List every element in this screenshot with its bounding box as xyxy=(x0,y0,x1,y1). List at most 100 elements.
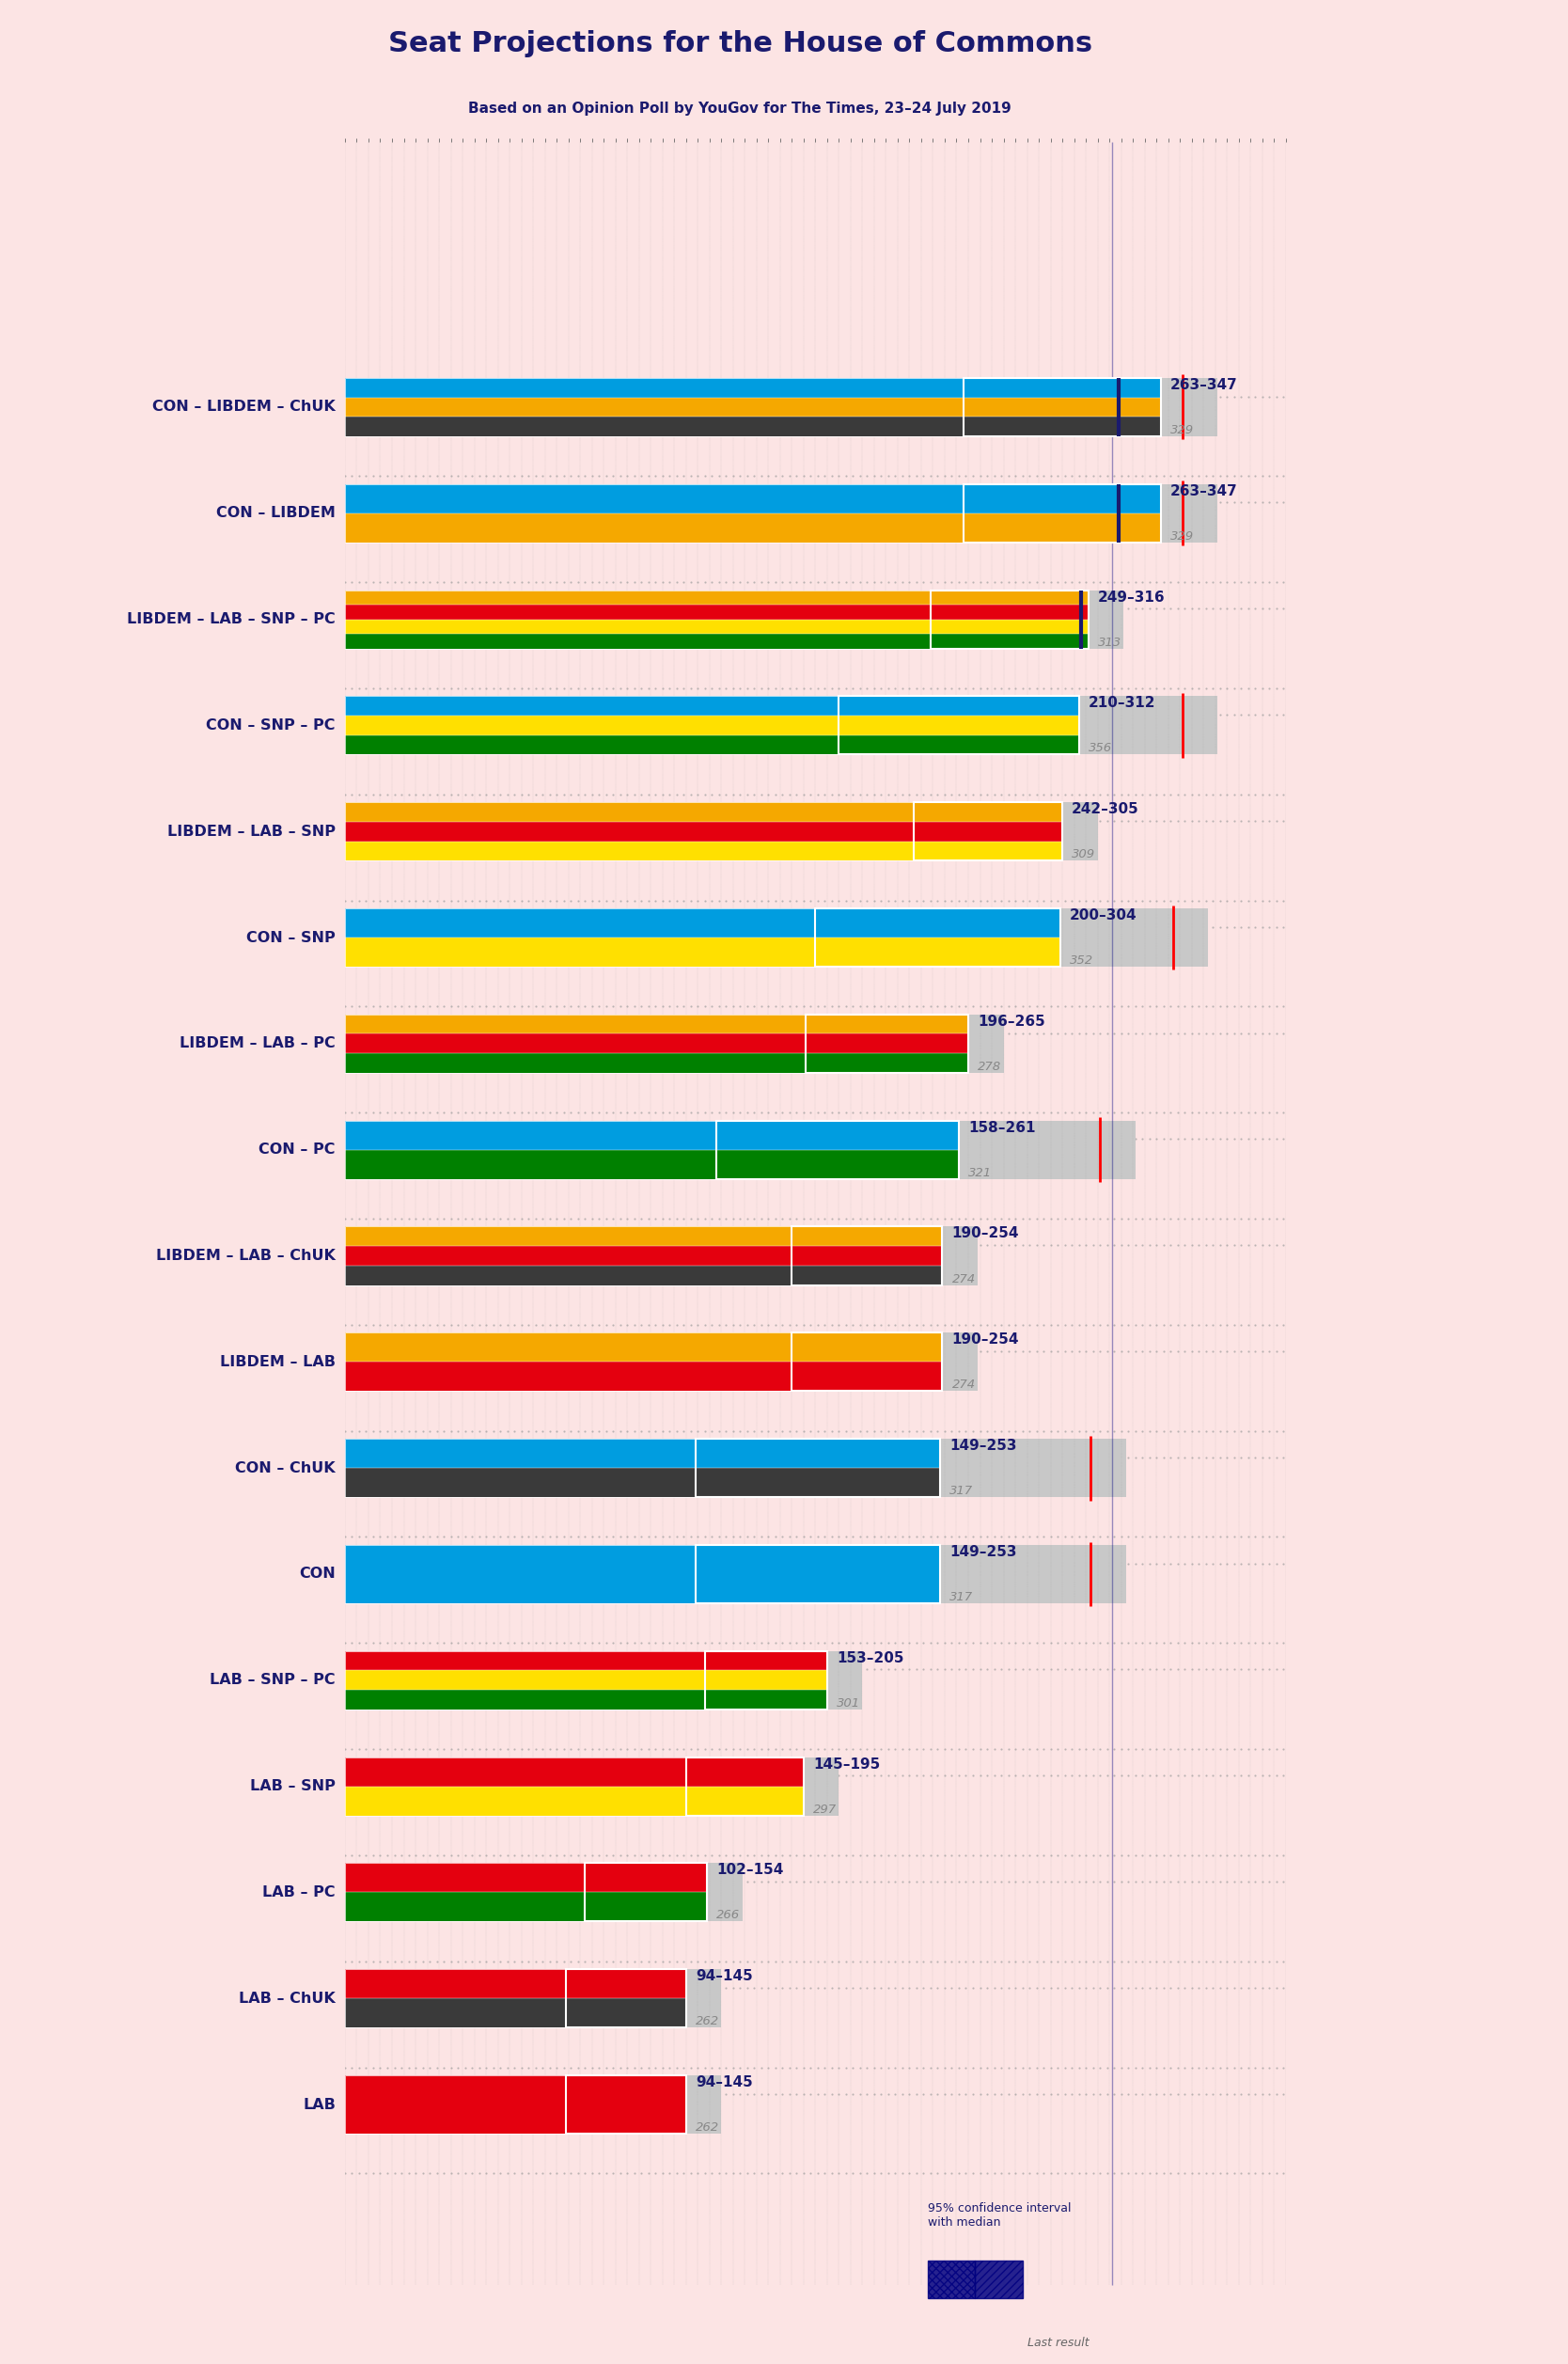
Bar xyxy=(704,1650,826,1709)
Bar xyxy=(792,1227,867,1246)
Bar xyxy=(345,485,963,513)
Bar xyxy=(887,1054,967,1073)
Bar xyxy=(626,1969,685,1998)
Bar xyxy=(815,939,938,967)
Text: LAB: LAB xyxy=(303,2097,336,2111)
Bar xyxy=(345,1440,939,1496)
Text: 153–205: 153–205 xyxy=(837,1650,903,1664)
Bar xyxy=(345,1891,585,1922)
Bar xyxy=(695,1546,817,1603)
Bar xyxy=(345,513,963,541)
Bar xyxy=(963,378,1062,397)
Bar xyxy=(345,1863,707,1922)
Text: CON – LIBDEM: CON – LIBDEM xyxy=(216,506,336,520)
Bar xyxy=(695,1440,817,1468)
Text: 149–253: 149–253 xyxy=(949,1440,1016,1454)
Bar xyxy=(867,1227,942,1246)
Bar xyxy=(345,1014,967,1073)
Bar xyxy=(914,823,988,842)
Bar xyxy=(867,1362,942,1390)
Bar xyxy=(345,619,930,634)
Bar xyxy=(345,485,1217,541)
Bar xyxy=(345,378,1217,437)
Bar xyxy=(704,1671,765,1690)
Bar xyxy=(345,1998,566,2028)
Bar xyxy=(566,1969,626,1998)
Bar xyxy=(839,695,1079,754)
Bar xyxy=(806,1014,967,1073)
Text: 190–254: 190–254 xyxy=(952,1333,1019,1347)
Bar xyxy=(345,1333,977,1390)
Bar xyxy=(817,1546,939,1603)
Bar xyxy=(345,1650,826,1709)
Bar xyxy=(345,1033,806,1054)
Text: 274: 274 xyxy=(952,1378,975,1390)
Bar xyxy=(345,695,1217,754)
Bar xyxy=(839,695,958,716)
Text: 210–312: 210–312 xyxy=(1088,695,1156,709)
Bar xyxy=(345,2076,685,2135)
Bar xyxy=(792,1246,867,1265)
Bar xyxy=(345,939,815,967)
Bar xyxy=(585,1863,646,1891)
Bar xyxy=(914,801,988,823)
Bar xyxy=(958,695,1079,716)
Text: 145–195: 145–195 xyxy=(812,1756,880,1771)
Bar xyxy=(1010,619,1088,634)
Bar xyxy=(345,634,930,648)
Bar xyxy=(765,1650,828,1671)
Bar xyxy=(1062,397,1160,416)
Text: LAB – SNP – PC: LAB – SNP – PC xyxy=(210,1674,336,1688)
Bar xyxy=(345,1787,685,1816)
Bar xyxy=(685,1756,745,1787)
Text: 352: 352 xyxy=(1069,955,1093,967)
Bar xyxy=(1062,416,1160,437)
Bar xyxy=(928,2260,975,2298)
Bar xyxy=(963,416,1062,437)
Text: 321: 321 xyxy=(967,1168,993,1180)
Bar xyxy=(345,801,1062,860)
Bar xyxy=(815,908,1060,967)
Text: 309: 309 xyxy=(1071,849,1096,860)
Text: 274: 274 xyxy=(952,1272,975,1286)
Bar xyxy=(792,1227,942,1286)
Bar xyxy=(930,591,1088,648)
Bar xyxy=(817,1468,939,1496)
Bar xyxy=(867,1333,942,1362)
Bar xyxy=(345,1333,792,1362)
Bar xyxy=(646,1891,707,1922)
Bar xyxy=(626,1998,685,2028)
Bar xyxy=(345,908,1207,967)
Text: 301: 301 xyxy=(837,1697,861,1709)
Bar xyxy=(345,695,839,716)
Bar xyxy=(345,605,930,619)
Text: 356: 356 xyxy=(1088,742,1112,754)
Text: CON – SNP – PC: CON – SNP – PC xyxy=(207,719,336,733)
Bar xyxy=(928,2324,1022,2362)
Bar xyxy=(345,1969,721,2028)
Bar xyxy=(837,1149,958,1180)
Bar xyxy=(345,801,1098,860)
Bar xyxy=(988,842,1062,860)
Bar xyxy=(345,378,963,397)
Text: LIBDEM – LAB: LIBDEM – LAB xyxy=(220,1355,336,1369)
Bar xyxy=(958,716,1079,735)
Text: CON – SNP: CON – SNP xyxy=(246,931,336,946)
Bar xyxy=(806,1014,887,1033)
Text: CON: CON xyxy=(299,1567,336,1582)
Bar xyxy=(345,1149,717,1180)
Bar xyxy=(345,908,815,939)
Bar xyxy=(585,1891,646,1922)
Bar xyxy=(345,591,1088,648)
Bar xyxy=(345,801,914,823)
Bar xyxy=(837,1121,958,1149)
Text: Based on an Opinion Poll by YouGov for The Times, 23–24 July 2019: Based on an Opinion Poll by YouGov for T… xyxy=(469,102,1011,116)
Bar xyxy=(815,908,938,939)
Text: LIBDEM – LAB – SNP – PC: LIBDEM – LAB – SNP – PC xyxy=(127,612,336,626)
Text: 95% confidence interval
with median: 95% confidence interval with median xyxy=(928,2203,1071,2229)
Bar xyxy=(345,735,839,754)
Bar xyxy=(1062,485,1160,513)
Bar xyxy=(345,716,839,735)
Bar xyxy=(930,634,1010,648)
Bar xyxy=(963,485,1062,513)
